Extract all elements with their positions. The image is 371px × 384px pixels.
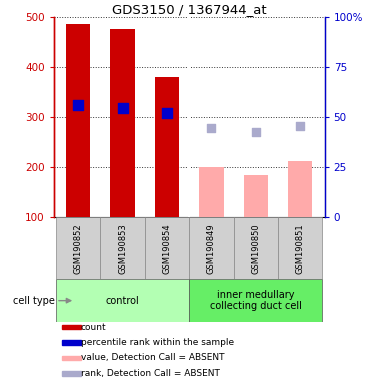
Text: GSM190852: GSM190852 bbox=[74, 223, 83, 273]
Bar bbox=[288, 161, 312, 217]
Bar bbox=[278, 217, 322, 279]
Bar bbox=[111, 29, 135, 217]
Point bbox=[75, 102, 81, 108]
Text: GSM190849: GSM190849 bbox=[207, 223, 216, 273]
Bar bbox=[189, 279, 322, 322]
Text: count: count bbox=[81, 323, 106, 331]
Bar bbox=[234, 217, 278, 279]
Text: GSM190854: GSM190854 bbox=[162, 223, 171, 273]
Text: cell type: cell type bbox=[13, 296, 55, 306]
Text: GSM190853: GSM190853 bbox=[118, 223, 127, 274]
Text: value, Detection Call = ABSENT: value, Detection Call = ABSENT bbox=[81, 354, 224, 362]
Bar bbox=[62, 340, 81, 345]
Bar bbox=[56, 217, 101, 279]
Point bbox=[297, 123, 303, 129]
Bar bbox=[62, 325, 81, 329]
Text: percentile rank within the sample: percentile rank within the sample bbox=[81, 338, 234, 347]
Text: GSM190851: GSM190851 bbox=[296, 223, 305, 273]
Bar bbox=[62, 356, 81, 360]
Point bbox=[164, 110, 170, 116]
Bar bbox=[145, 217, 189, 279]
Bar bbox=[189, 217, 234, 279]
Bar bbox=[101, 217, 145, 279]
Text: inner medullary
collecting duct cell: inner medullary collecting duct cell bbox=[210, 290, 302, 311]
Text: control: control bbox=[106, 296, 139, 306]
Text: rank, Detection Call = ABSENT: rank, Detection Call = ABSENT bbox=[81, 369, 220, 378]
Bar bbox=[66, 24, 91, 217]
Point bbox=[253, 129, 259, 136]
Bar bbox=[244, 175, 268, 217]
Title: GDS3150 / 1367944_at: GDS3150 / 1367944_at bbox=[112, 3, 266, 16]
Text: GSM190850: GSM190850 bbox=[251, 223, 260, 273]
Bar bbox=[56, 279, 189, 322]
Point bbox=[209, 125, 214, 131]
Point bbox=[119, 105, 125, 111]
Bar bbox=[62, 371, 81, 376]
Bar bbox=[155, 77, 179, 217]
Bar bbox=[199, 167, 224, 217]
